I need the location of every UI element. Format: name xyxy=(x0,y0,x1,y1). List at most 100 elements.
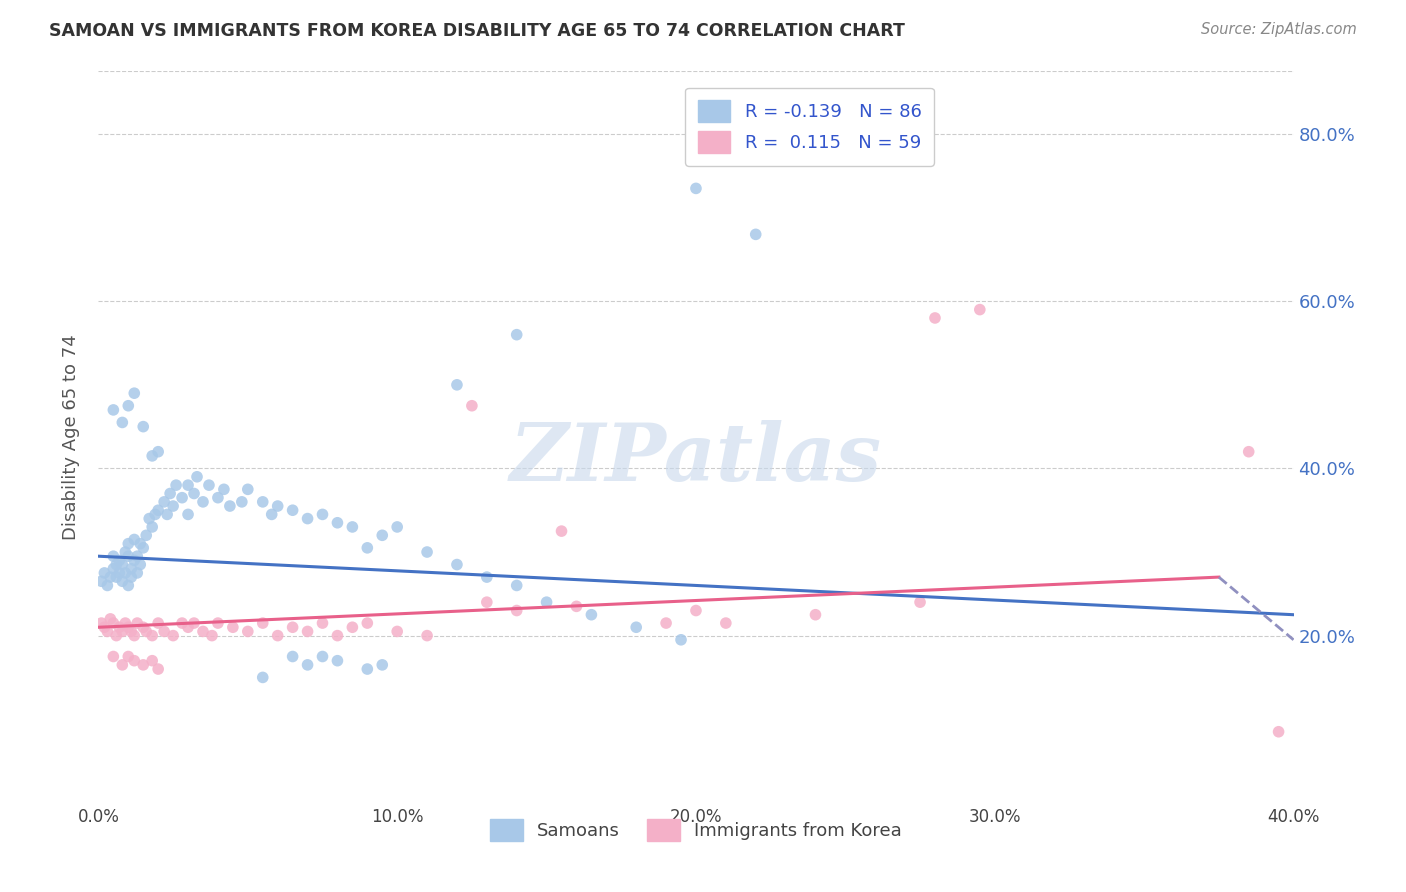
Point xyxy=(117,620,139,634)
Point xyxy=(669,632,692,647)
Point xyxy=(385,520,409,534)
Point xyxy=(138,511,160,525)
Point xyxy=(127,616,149,631)
Point xyxy=(581,607,603,622)
Point xyxy=(745,227,768,242)
Point xyxy=(231,495,253,509)
Point xyxy=(132,419,155,434)
Point xyxy=(685,181,707,195)
Point xyxy=(267,629,290,643)
Point xyxy=(172,616,194,631)
Point xyxy=(90,574,112,589)
Point xyxy=(98,612,122,626)
Point xyxy=(132,541,155,555)
Point xyxy=(356,616,378,631)
Point xyxy=(183,486,205,500)
Point xyxy=(446,377,468,392)
Point xyxy=(111,416,134,430)
Point xyxy=(565,599,588,614)
Point xyxy=(326,629,349,643)
Point xyxy=(120,562,142,576)
Y-axis label: Disability Age 65 to 74: Disability Age 65 to 74 xyxy=(62,334,80,540)
Point xyxy=(219,499,242,513)
Point xyxy=(114,566,136,580)
Point xyxy=(191,624,214,639)
Point xyxy=(108,566,131,580)
Point xyxy=(236,483,259,497)
Point xyxy=(356,662,378,676)
Point xyxy=(183,616,205,631)
Point xyxy=(111,624,134,639)
Point xyxy=(96,578,118,592)
Point xyxy=(111,657,134,672)
Point xyxy=(281,649,304,664)
Point xyxy=(177,478,200,492)
Point xyxy=(1267,724,1289,739)
Point xyxy=(475,570,498,584)
Point xyxy=(114,545,136,559)
Point xyxy=(281,620,304,634)
Point xyxy=(371,528,394,542)
Point xyxy=(159,486,181,500)
Point xyxy=(506,603,529,617)
Point xyxy=(124,533,146,547)
Point xyxy=(103,562,125,576)
Text: ZIPatlas: ZIPatlas xyxy=(510,420,882,498)
Point xyxy=(162,629,184,643)
Point xyxy=(127,549,149,564)
Point xyxy=(153,624,176,639)
Point xyxy=(162,499,184,513)
Point xyxy=(212,483,235,497)
Point xyxy=(124,386,146,401)
Point xyxy=(117,649,139,664)
Point xyxy=(103,549,125,564)
Point xyxy=(105,629,128,643)
Point xyxy=(311,649,333,664)
Point xyxy=(714,616,737,631)
Point xyxy=(506,578,529,592)
Point xyxy=(267,499,290,513)
Point xyxy=(177,508,200,522)
Point xyxy=(207,491,229,505)
Point xyxy=(326,654,349,668)
Point xyxy=(252,616,274,631)
Point xyxy=(252,495,274,509)
Point xyxy=(311,616,333,631)
Point xyxy=(655,616,678,631)
Point xyxy=(111,558,134,572)
Point xyxy=(177,620,200,634)
Point xyxy=(141,520,163,534)
Point xyxy=(207,616,229,631)
Point xyxy=(446,558,468,572)
Point xyxy=(132,657,155,672)
Point xyxy=(117,399,139,413)
Point xyxy=(416,545,439,559)
Point xyxy=(626,620,648,634)
Point xyxy=(201,629,224,643)
Point xyxy=(105,558,128,572)
Point xyxy=(172,491,194,505)
Point xyxy=(135,624,157,639)
Point xyxy=(143,508,166,522)
Point xyxy=(685,603,707,617)
Point xyxy=(114,616,136,631)
Point xyxy=(148,616,170,631)
Point xyxy=(93,566,115,580)
Point xyxy=(156,508,179,522)
Point xyxy=(385,624,409,639)
Point xyxy=(105,570,128,584)
Point xyxy=(186,470,208,484)
Point xyxy=(356,541,378,555)
Point xyxy=(506,327,529,342)
Point xyxy=(117,536,139,550)
Point xyxy=(120,624,142,639)
Point xyxy=(103,403,125,417)
Point xyxy=(124,654,146,668)
Point xyxy=(297,624,319,639)
Point xyxy=(461,399,484,413)
Point xyxy=(90,616,112,631)
Point xyxy=(326,516,349,530)
Point xyxy=(311,508,333,522)
Point xyxy=(236,624,259,639)
Point xyxy=(135,528,157,542)
